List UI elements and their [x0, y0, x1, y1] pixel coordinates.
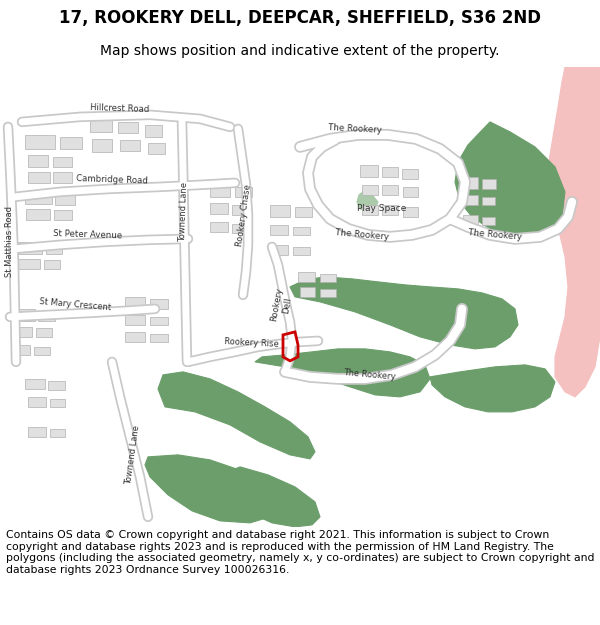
Polygon shape	[12, 327, 32, 337]
Polygon shape	[34, 347, 50, 355]
Text: Rookery
Dell: Rookery Dell	[269, 286, 295, 323]
Text: Cambridge Road: Cambridge Road	[76, 174, 148, 186]
Text: Play Space: Play Space	[358, 204, 407, 213]
Polygon shape	[235, 187, 252, 197]
Polygon shape	[46, 244, 62, 254]
Polygon shape	[26, 209, 50, 220]
Polygon shape	[25, 135, 55, 149]
Polygon shape	[362, 205, 378, 215]
Polygon shape	[232, 205, 250, 215]
Polygon shape	[36, 328, 52, 337]
Text: 17, ROOKERY DELL, DEEPCAR, SHEFFIELD, S36 2ND: 17, ROOKERY DELL, DEEPCAR, SHEFFIELD, S3…	[59, 9, 541, 28]
Polygon shape	[293, 227, 310, 235]
Polygon shape	[92, 139, 112, 152]
Text: Map shows position and indicative extent of the property.: Map shows position and indicative extent…	[100, 44, 500, 58]
Text: Contains OS data © Crown copyright and database right 2021. This information is : Contains OS data © Crown copyright and d…	[6, 530, 595, 575]
Polygon shape	[462, 177, 478, 189]
Polygon shape	[12, 309, 35, 321]
Polygon shape	[125, 297, 145, 309]
Polygon shape	[53, 172, 72, 183]
Polygon shape	[463, 195, 478, 205]
Polygon shape	[300, 287, 315, 297]
Text: The Rookery: The Rookery	[335, 228, 389, 242]
Polygon shape	[295, 207, 312, 217]
Polygon shape	[382, 205, 398, 215]
Polygon shape	[270, 225, 288, 235]
Polygon shape	[118, 122, 138, 133]
Polygon shape	[482, 217, 495, 225]
Polygon shape	[210, 222, 228, 232]
Polygon shape	[320, 289, 336, 297]
Polygon shape	[50, 429, 65, 437]
Text: Hillcrest Road: Hillcrest Road	[90, 103, 150, 114]
Polygon shape	[482, 179, 496, 189]
Polygon shape	[145, 125, 162, 137]
Polygon shape	[402, 169, 418, 179]
Text: The Rookery: The Rookery	[468, 228, 522, 242]
Polygon shape	[150, 317, 168, 325]
Polygon shape	[44, 260, 60, 269]
Polygon shape	[148, 143, 165, 154]
Polygon shape	[28, 397, 46, 407]
Polygon shape	[548, 67, 600, 397]
Polygon shape	[145, 455, 280, 523]
Polygon shape	[150, 334, 168, 342]
Polygon shape	[210, 185, 230, 197]
Polygon shape	[382, 167, 398, 177]
Polygon shape	[54, 210, 72, 220]
Polygon shape	[12, 345, 30, 355]
Polygon shape	[255, 349, 430, 397]
Polygon shape	[150, 299, 168, 309]
Polygon shape	[320, 274, 336, 282]
Polygon shape	[28, 427, 46, 437]
Text: The Rookery: The Rookery	[328, 123, 382, 135]
Polygon shape	[60, 137, 82, 149]
Polygon shape	[357, 192, 378, 212]
Text: St Matthias Road: St Matthias Road	[5, 206, 14, 278]
Polygon shape	[28, 172, 50, 183]
Text: Townend Lane: Townend Lane	[124, 424, 142, 485]
Polygon shape	[403, 207, 418, 217]
Polygon shape	[28, 155, 48, 167]
Polygon shape	[38, 311, 55, 321]
Polygon shape	[482, 197, 495, 205]
Polygon shape	[403, 187, 418, 197]
Polygon shape	[382, 185, 398, 195]
Polygon shape	[120, 140, 140, 151]
Polygon shape	[25, 379, 45, 389]
Polygon shape	[362, 185, 378, 195]
Polygon shape	[290, 277, 518, 349]
Polygon shape	[298, 272, 315, 282]
Text: St Peter Avenue: St Peter Avenue	[53, 229, 122, 241]
Polygon shape	[463, 215, 478, 225]
Polygon shape	[25, 192, 52, 204]
Polygon shape	[293, 247, 310, 255]
Polygon shape	[90, 119, 112, 132]
Text: The Rookery: The Rookery	[344, 368, 397, 382]
Polygon shape	[270, 245, 288, 255]
Polygon shape	[430, 365, 555, 412]
Text: Townend Lane: Townend Lane	[178, 182, 190, 242]
Text: St Mary Crescent: St Mary Crescent	[39, 298, 111, 312]
Polygon shape	[18, 242, 42, 254]
Polygon shape	[270, 205, 290, 217]
Polygon shape	[48, 381, 65, 390]
Polygon shape	[53, 157, 72, 167]
Polygon shape	[55, 195, 75, 205]
Polygon shape	[18, 259, 40, 269]
Text: Rookery Rise: Rookery Rise	[224, 337, 280, 349]
Polygon shape	[50, 399, 65, 407]
Polygon shape	[232, 224, 250, 233]
Polygon shape	[158, 372, 315, 459]
Text: Rookery Chase: Rookery Chase	[235, 183, 253, 247]
Polygon shape	[125, 332, 145, 342]
Polygon shape	[455, 122, 565, 239]
Polygon shape	[125, 315, 145, 325]
Polygon shape	[225, 467, 320, 527]
Polygon shape	[210, 203, 228, 214]
Polygon shape	[360, 165, 378, 177]
